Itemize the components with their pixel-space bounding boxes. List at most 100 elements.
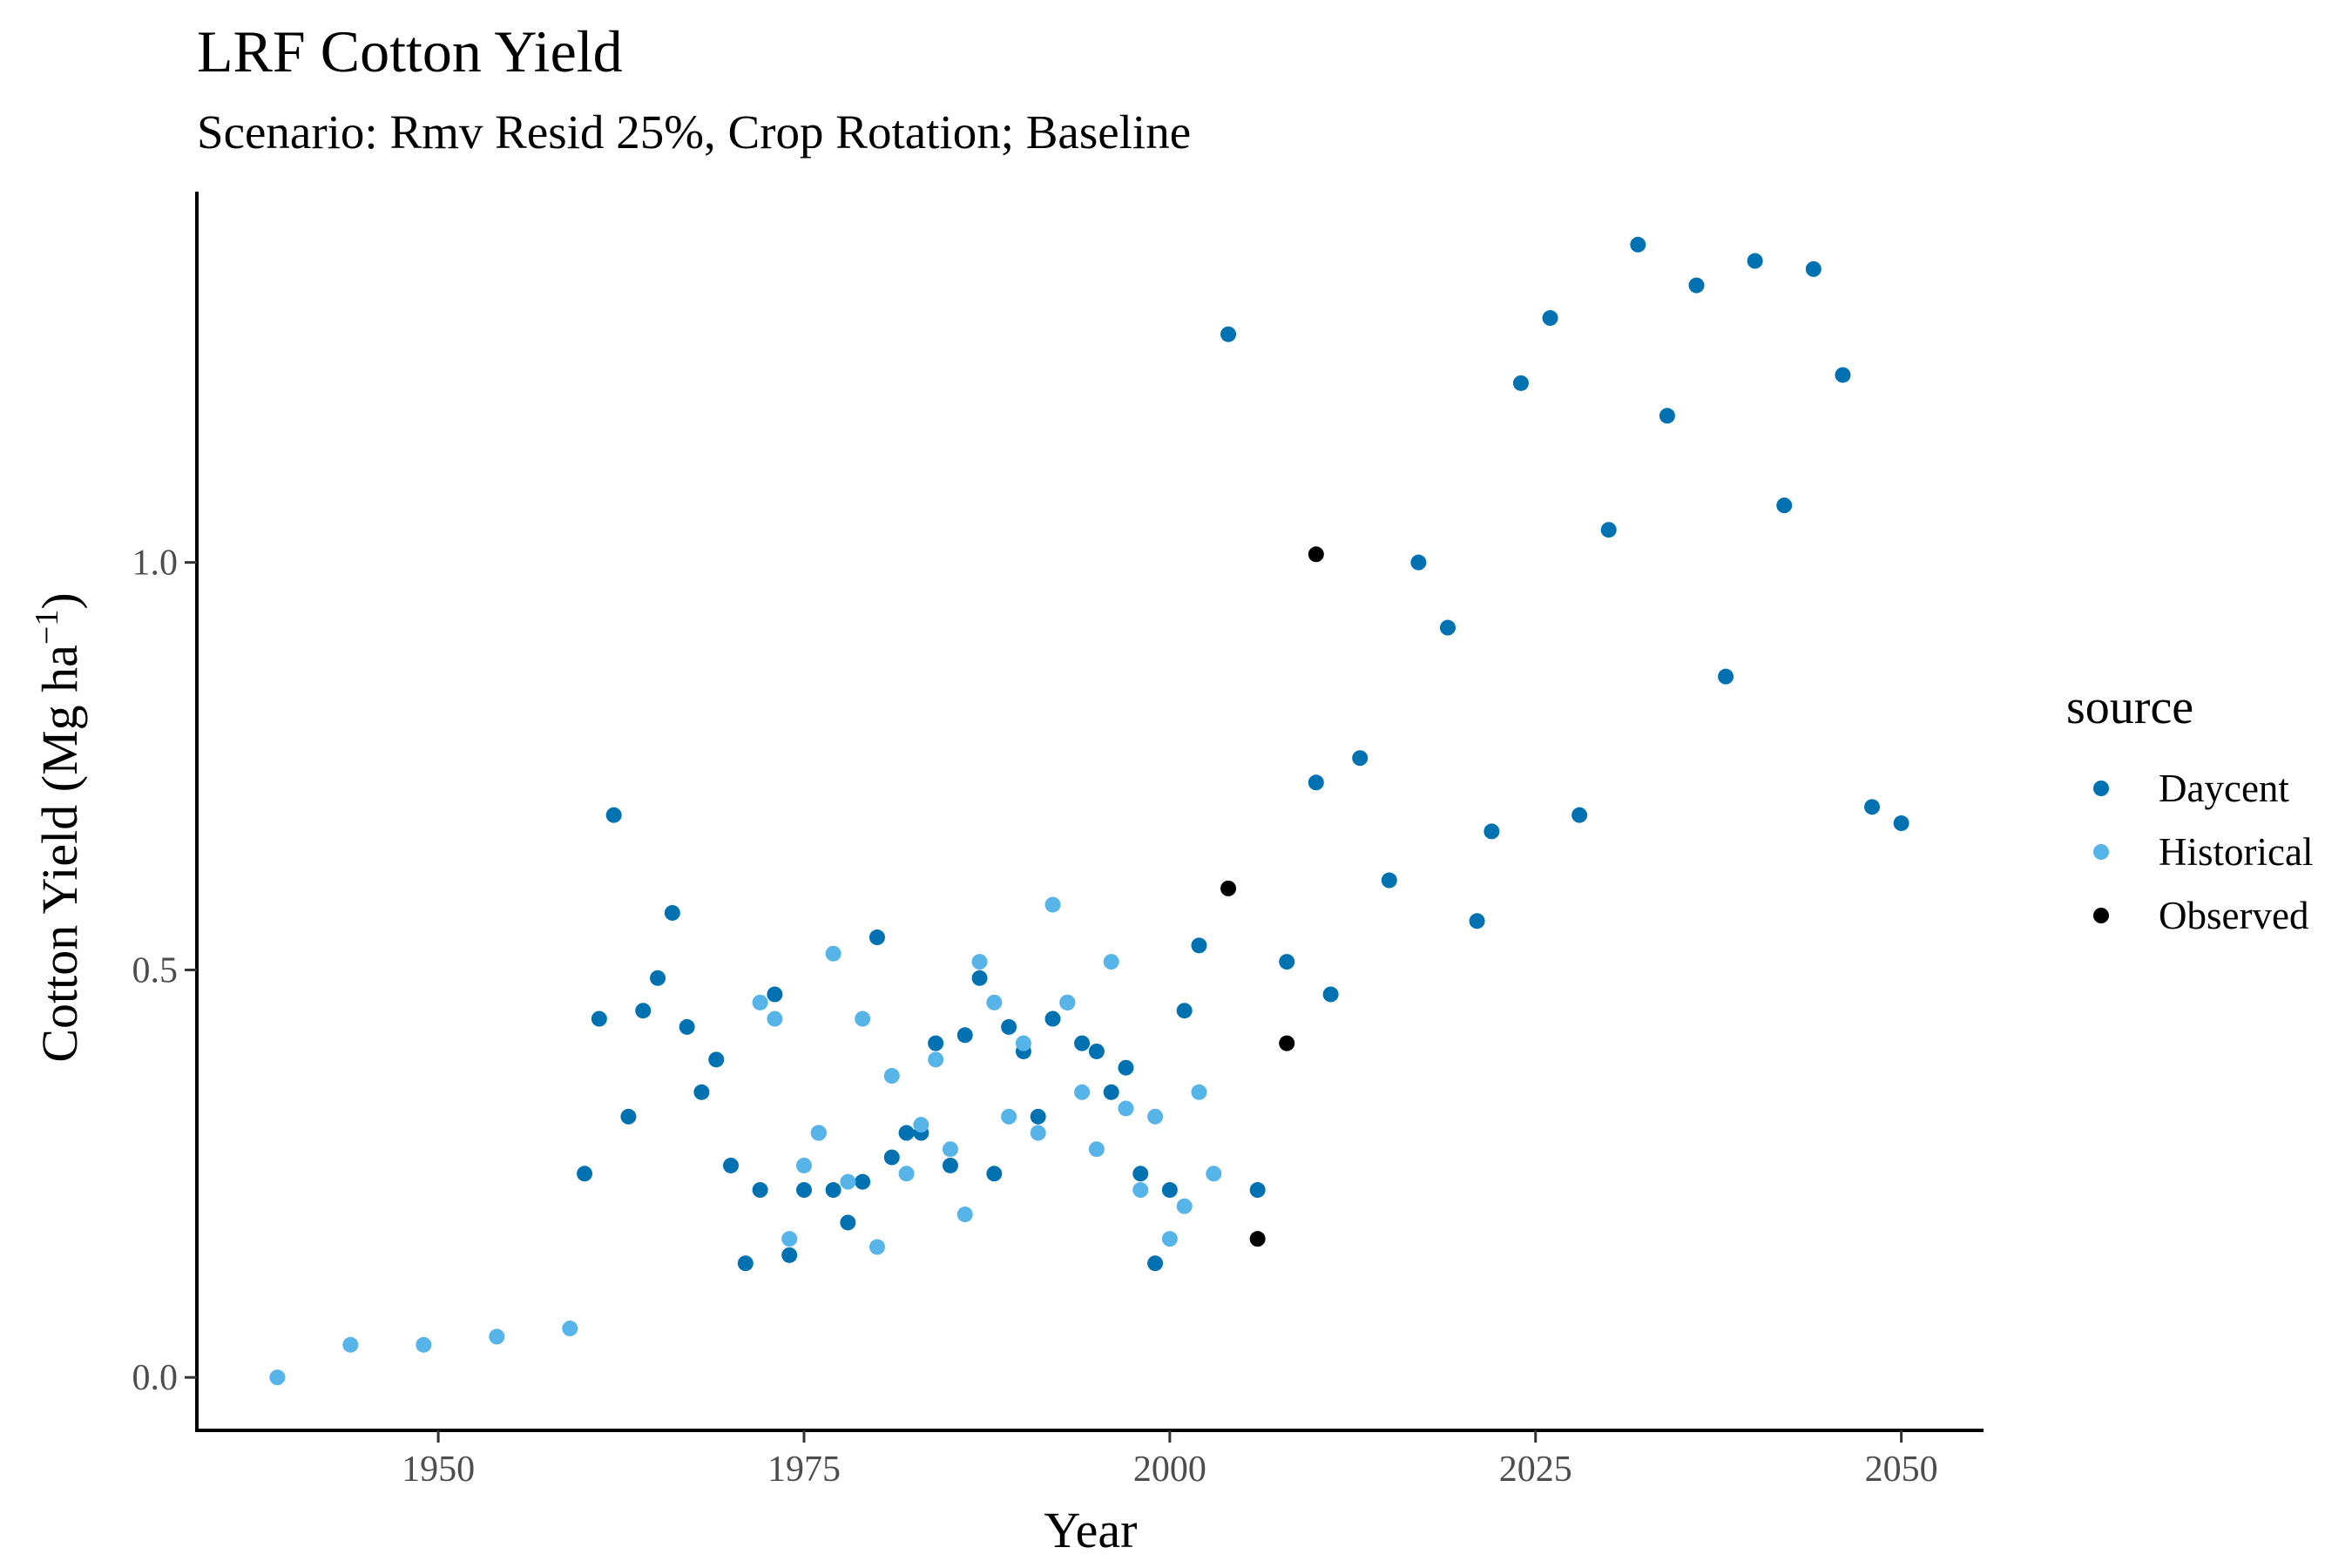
data-point-daycent xyxy=(1176,1003,1193,1019)
y-tick-label: 0.5 xyxy=(132,950,179,990)
x-tick-label: 2000 xyxy=(1133,1450,1206,1490)
data-point-daycent xyxy=(942,1157,958,1173)
data-point-daycent xyxy=(986,1166,1003,1182)
data-point-daycent xyxy=(752,1182,768,1199)
data-point-daycent xyxy=(1191,937,1207,954)
data-point-daycent xyxy=(1688,277,1705,294)
series-historical xyxy=(269,896,1222,1386)
data-point-historical xyxy=(1191,1084,1207,1100)
data-point-daycent xyxy=(1030,1108,1046,1125)
data-point-daycent xyxy=(591,1010,607,1027)
data-point-daycent xyxy=(1747,253,1763,269)
legend-label-observed: Observed xyxy=(2159,894,2308,937)
legend-key-historical xyxy=(2093,844,2109,860)
data-point-observed xyxy=(1249,1231,1266,1247)
data-point-historical xyxy=(942,1141,958,1158)
data-point-historical xyxy=(342,1336,359,1353)
data-point-daycent xyxy=(1118,1059,1134,1076)
data-point-daycent xyxy=(1542,310,1558,327)
y-axis-title-main: Cotton Yield (Mg ha xyxy=(31,645,88,1063)
data-point-historical xyxy=(913,1117,929,1133)
data-point-historical xyxy=(855,1010,871,1027)
data-point-historical xyxy=(795,1157,812,1173)
data-point-daycent xyxy=(1381,872,1397,889)
y-tick-label: 0.0 xyxy=(132,1358,179,1398)
data-point-daycent xyxy=(1088,1043,1105,1059)
data-point-historical xyxy=(269,1369,286,1386)
data-point-historical xyxy=(986,994,1003,1010)
data-point-daycent xyxy=(679,1018,695,1035)
data-point-daycent xyxy=(723,1157,740,1173)
legend-key-daycent xyxy=(2093,781,2109,796)
data-point-daycent xyxy=(1439,619,1456,636)
data-point-historical xyxy=(1103,954,1119,970)
legend-label-historical: Historical xyxy=(2159,830,2313,874)
data-point-daycent xyxy=(767,986,783,1003)
data-point-historical xyxy=(1147,1108,1164,1125)
data-point-daycent xyxy=(1279,954,1295,970)
legend-items: Daycent Historical Observed xyxy=(2093,767,2313,937)
data-point-historical xyxy=(825,945,841,962)
x-tick-label: 1975 xyxy=(767,1450,841,1490)
data-point-daycent xyxy=(840,1214,856,1231)
data-point-daycent xyxy=(1074,1035,1091,1051)
data-point-daycent xyxy=(781,1247,798,1263)
data-point-historical xyxy=(1176,1198,1193,1214)
data-point-daycent xyxy=(971,970,988,986)
y-axis-title-close: ) xyxy=(31,592,88,609)
data-point-historical xyxy=(810,1125,827,1141)
data-point-daycent xyxy=(1469,913,1485,929)
data-point-daycent xyxy=(898,1125,915,1141)
data-point-historical xyxy=(781,1231,798,1247)
series-observed xyxy=(1220,546,1324,1247)
legend: source Daycent Historical Observed xyxy=(2066,680,2313,937)
data-point-historical xyxy=(1161,1231,1178,1247)
legend-label-daycent: Daycent xyxy=(2159,767,2289,810)
data-point-daycent xyxy=(1220,326,1237,342)
data-point-daycent xyxy=(1410,554,1427,571)
data-point-daycent xyxy=(855,1173,871,1190)
data-point-historical xyxy=(898,1166,915,1182)
data-point-historical xyxy=(971,954,988,970)
data-point-historical xyxy=(416,1336,432,1353)
data-point-observed xyxy=(1308,546,1324,563)
data-point-historical xyxy=(562,1321,578,1337)
data-point-daycent xyxy=(1805,260,1821,277)
data-point-daycent xyxy=(1147,1255,1164,1272)
data-point-daycent xyxy=(1630,236,1646,253)
y-tick-label: 1.0 xyxy=(132,544,179,584)
data-point-historical xyxy=(883,1068,900,1085)
data-point-historical xyxy=(767,1010,783,1027)
data-point-historical xyxy=(1206,1166,1222,1182)
data-point-daycent xyxy=(825,1182,841,1199)
data-point-historical xyxy=(928,1051,944,1068)
data-point-daycent xyxy=(956,1027,973,1044)
data-point-daycent xyxy=(1512,375,1529,391)
data-point-daycent xyxy=(928,1035,944,1051)
data-point-historical xyxy=(1118,1100,1134,1117)
data-point-daycent xyxy=(1352,750,1369,767)
data-point-observed xyxy=(1220,880,1237,896)
data-point-daycent xyxy=(1249,1182,1266,1199)
points-layer xyxy=(269,236,1909,1386)
data-point-historical xyxy=(1132,1182,1149,1199)
data-point-historical xyxy=(1059,994,1076,1010)
data-point-historical xyxy=(752,994,768,1010)
data-point-daycent xyxy=(1161,1182,1178,1199)
data-point-daycent xyxy=(693,1084,710,1100)
data-point-historical xyxy=(1044,896,1061,913)
series-daycent xyxy=(577,236,1909,1272)
data-point-daycent xyxy=(1484,823,1500,840)
x-axis-ticks: 1950 1975 2000 2025 2050 xyxy=(402,1430,1938,1490)
data-point-daycent xyxy=(1571,807,1588,823)
data-point-daycent xyxy=(1893,815,1909,832)
data-point-daycent xyxy=(1044,1010,1061,1027)
legend-title: source xyxy=(2066,680,2193,734)
chart-subtitle: Scenario: Rmv Resid 25%, Crop Rotation; … xyxy=(197,105,1191,159)
x-tick-label: 2025 xyxy=(1499,1450,1572,1490)
data-point-daycent xyxy=(708,1051,725,1068)
data-point-daycent xyxy=(1103,1084,1119,1100)
data-point-daycent xyxy=(1322,986,1339,1003)
data-point-daycent xyxy=(1864,799,1881,815)
data-point-historical xyxy=(956,1206,973,1223)
